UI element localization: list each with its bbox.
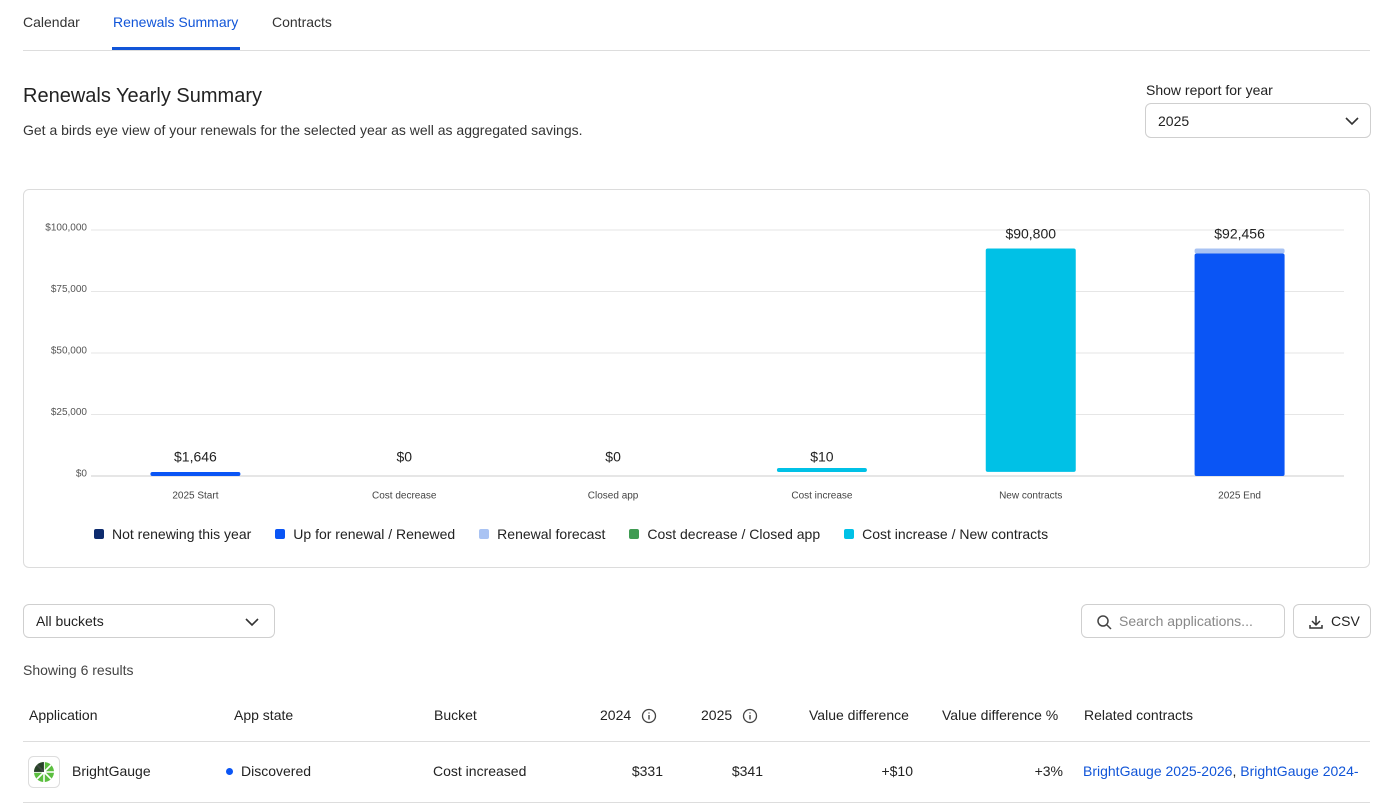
status-dot <box>226 768 233 775</box>
value-2025: $341 <box>731 763 763 779</box>
legend-label: Up for renewal / Renewed <box>293 526 456 542</box>
bucket: Cost increased <box>433 763 527 779</box>
legend-item[interactable]: Cost decrease / Closed app <box>629 526 820 542</box>
legend-item[interactable]: Cost increase / New contracts <box>844 526 1048 542</box>
download-icon <box>1309 616 1323 629</box>
y-tick-label: $25,000 <box>51 407 88 418</box>
legend-swatch <box>629 529 640 539</box>
column-header: 2024 <box>600 707 632 723</box>
chevron <box>245 618 259 627</box>
legend-label: Cost increase / New contracts <box>862 526 1049 542</box>
legend-label: Cost decrease / Closed app <box>647 526 821 542</box>
value-label: $92,456 <box>1214 225 1265 241</box>
value-label: $0 <box>605 449 621 465</box>
tab[interactable]: Contracts <box>272 14 332 30</box>
legend-swatch <box>479 529 490 539</box>
info-icon[interactable] <box>641 708 657 724</box>
tab-indicator <box>112 47 240 50</box>
legend-label: Renewal forecast <box>497 526 606 542</box>
value-difference: +$10 <box>881 763 913 779</box>
results-count: Showing 6 results <box>23 662 134 678</box>
value-label: $1,646 <box>174 449 217 465</box>
column-header: App state <box>234 707 294 723</box>
search-input[interactable]: Search applications... <box>1081 604 1285 638</box>
x-tick-label: Closed app <box>588 491 639 502</box>
app-icon <box>28 756 60 788</box>
y-tick-label: $100,000 <box>45 223 87 234</box>
value-label: $0 <box>396 449 412 465</box>
info-icon[interactable] <box>742 708 758 724</box>
y-tick-label: $0 <box>76 469 88 480</box>
legend-swatch <box>94 529 104 539</box>
chart: $0 $25,000 $50,000 $75,000 $100,000 $1,646 202… <box>45 223 1344 502</box>
search-icon <box>1097 615 1112 630</box>
column-header: 2025 <box>701 707 733 723</box>
legend-swatch <box>844 529 855 539</box>
bucket-select[interactable]: All buckets <box>23 604 275 638</box>
related-contracts: BrightGauge 2025-2026BrightGauge 2024- <box>1083 763 1373 779</box>
divider <box>23 50 1370 51</box>
y-tick-label: $50,000 <box>51 346 88 357</box>
bar <box>150 471 241 476</box>
column-header: Value difference % <box>942 707 1059 723</box>
x-tick-label: Cost increase <box>791 491 853 502</box>
subtitle: Get a birds eye view of your renewals fo… <box>23 122 583 138</box>
column-header: Value difference <box>809 707 909 723</box>
tab[interactable]: Calendar <box>23 14 80 30</box>
value-label: $10 <box>810 449 834 465</box>
bar <box>776 467 867 472</box>
legend: Not renewing this year Up for renewal / R… <box>94 526 1048 542</box>
legend-label: Not renewing this year <box>112 526 252 542</box>
bar <box>1194 248 1285 254</box>
x-tick-label: 2025 End <box>1218 491 1261 502</box>
column-header: Related contracts <box>1084 707 1193 723</box>
x-tick-label: Cost decrease <box>372 491 437 502</box>
legend-item[interactable]: Up for renewal / Renewed <box>275 526 455 542</box>
x-tick-label: 2025 Start <box>172 491 218 502</box>
y-tick-label: $75,000 <box>51 284 88 295</box>
divider <box>23 802 1370 803</box>
placeholder: Search applications... <box>1119 613 1253 629</box>
value-label: $90,800 <box>1005 225 1056 241</box>
bar <box>1194 253 1285 476</box>
column-header: Bucket <box>434 707 477 723</box>
button-label: CSV <box>1331 613 1360 629</box>
legend-swatch <box>275 529 286 539</box>
legend-item[interactable]: Renewal forecast <box>479 526 605 542</box>
app-name[interactable]: BrightGauge <box>72 763 151 779</box>
contract-link[interactable]: BrightGauge 2024- <box>1232 763 1358 779</box>
app-state: Discovered <box>241 763 312 779</box>
tab[interactable]: Renewals Summary <box>113 14 239 30</box>
chevron <box>1345 117 1359 126</box>
value-difference-pct: +3% <box>1034 763 1063 779</box>
year-select[interactable]: 2025 <box>1145 103 1371 138</box>
csv-button[interactable]: CSV <box>1293 604 1371 638</box>
value-2024: $331 <box>631 763 663 779</box>
select-value: 2025 <box>1158 113 1190 129</box>
select-label: Show report for year <box>1146 82 1273 98</box>
x-tick-label: New contracts <box>999 491 1062 502</box>
column-header: Application <box>29 707 98 723</box>
select-value: All buckets <box>36 613 104 629</box>
title: Renewals Yearly Summary <box>23 85 262 107</box>
contract-link[interactable]: BrightGauge 2025-2026 <box>1083 763 1233 779</box>
chart-card: $0 $25,000 $50,000 $75,000 $100,000 $1,646 202… <box>23 189 1370 568</box>
legend-item[interactable]: Not renewing this year <box>94 526 251 542</box>
divider <box>23 741 1370 742</box>
bar <box>985 248 1076 472</box>
